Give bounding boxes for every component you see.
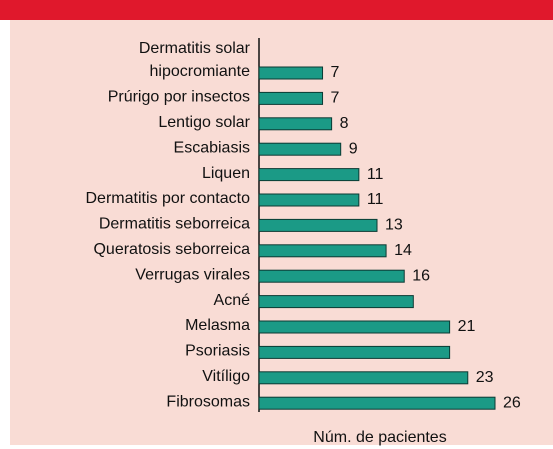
value-label: 23 — [476, 369, 494, 386]
y-tick-label: Dermatitis por contacto — [85, 190, 250, 207]
value-label: 13 — [385, 217, 403, 234]
y-tick-label: Escabiasis — [174, 139, 250, 156]
y-tick-label: Verrugas virales — [135, 266, 250, 283]
y-tick-label: Lentigo solar — [158, 114, 250, 131]
y-tick-label: Acné — [214, 292, 251, 309]
bar — [258, 218, 378, 232]
bar — [258, 117, 333, 131]
bar — [258, 142, 342, 156]
y-tick-label: Melasma — [185, 317, 250, 334]
value-label: 11 — [367, 166, 384, 183]
bar — [258, 320, 451, 334]
bar — [258, 168, 360, 182]
value-label: 7 — [331, 90, 340, 107]
x-axis-label: Núm. de pacientes — [313, 429, 446, 446]
y-tick-label: Vitíligo — [202, 368, 250, 385]
y-tick-label: Queratosis seborreica — [93, 241, 250, 258]
bar — [258, 269, 405, 283]
y-tick-label: Prúrigo por insectos — [108, 89, 250, 106]
value-label: 9 — [349, 140, 358, 157]
value-label: 7 — [331, 64, 340, 81]
bar — [258, 91, 324, 105]
value-label: 8 — [340, 115, 349, 132]
y-tick-label: Dermatitis solar hipocromiante — [139, 40, 251, 80]
value-label: 14 — [394, 242, 412, 259]
y-tick-label: Psoriasis — [185, 343, 250, 360]
value-label: 11 — [367, 191, 384, 208]
y-tick-label: Dermatitis seborreica — [99, 216, 250, 233]
y-tick-label: Liquen — [202, 165, 250, 182]
bar — [258, 295, 414, 309]
bar — [258, 396, 496, 410]
bar — [258, 371, 469, 385]
value-label: 21 — [458, 318, 476, 335]
bar — [258, 66, 324, 80]
value-label: 16 — [412, 267, 430, 284]
y-tick-label: Fibrosomas — [166, 393, 250, 410]
bar — [258, 193, 360, 207]
header-band — [0, 0, 553, 20]
value-label: 26 — [503, 394, 521, 411]
bar — [258, 345, 451, 359]
bar — [258, 244, 387, 258]
